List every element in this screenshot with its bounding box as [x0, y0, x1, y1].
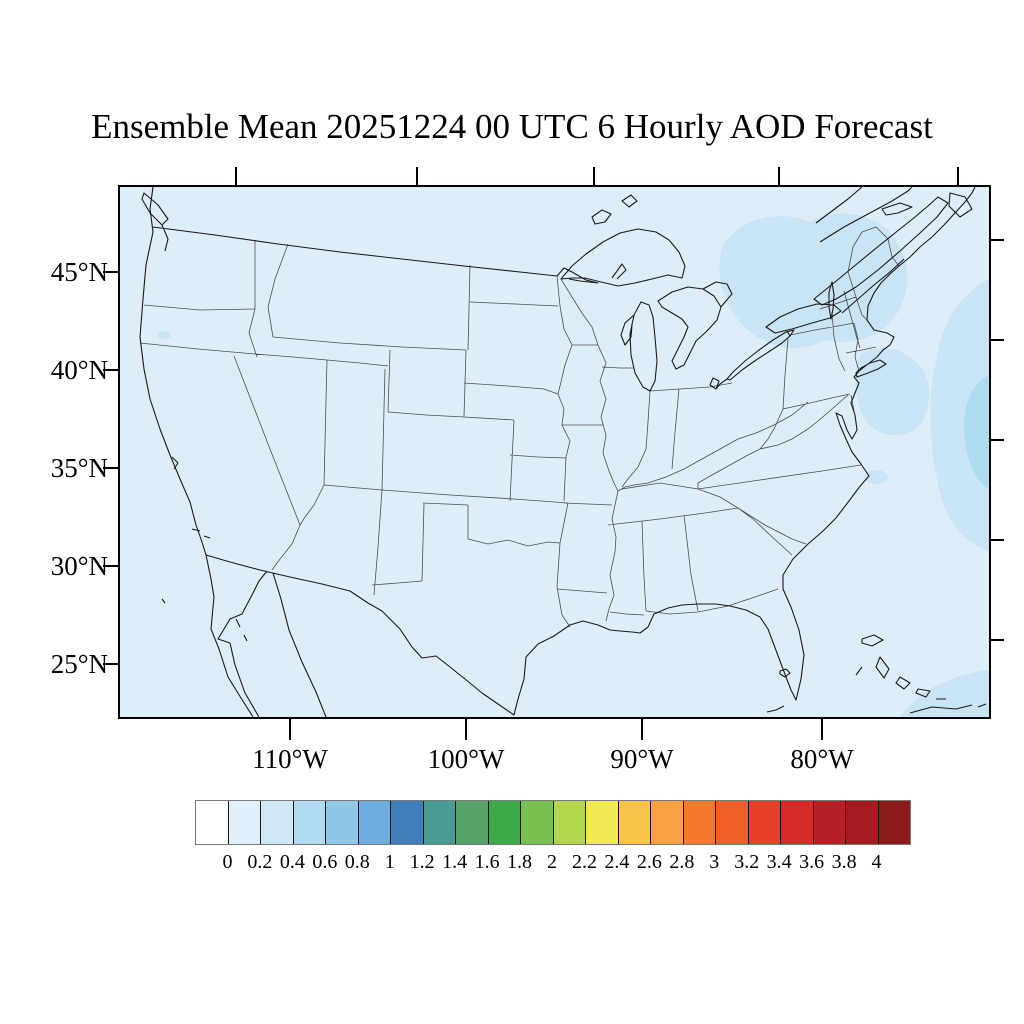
lat-tick: [103, 467, 118, 469]
us-map-svg: [120, 187, 989, 717]
lon-tick-top: [593, 167, 595, 185]
colorbar-tick-label: 2.8: [669, 851, 695, 873]
lat-tick-right: [989, 639, 1004, 641]
colorbar-cell: [422, 801, 455, 844]
lon-label-80w: 80°W: [790, 744, 854, 774]
lat-tick-right: [989, 439, 1004, 441]
colorbar-cell: [520, 801, 553, 844]
colorbar-cell: [747, 801, 780, 844]
lon-tick-top: [235, 167, 237, 185]
lon-tick-top: [778, 167, 780, 185]
lat-label-40n: 40°N: [50, 355, 108, 385]
colorbar-labels: 0 0.2 0.4 0.6 0.8 1 1.2 1.4 1.6 1.8 2 2.2 2.4 2.6 2.8 3…: [195, 849, 909, 879]
lat-tick: [103, 565, 118, 567]
colorbar-tick-label: 1.6: [474, 851, 500, 873]
aod-patch-atlantic: [930, 279, 989, 551]
colorbar-tick-label: 0.4: [279, 851, 305, 873]
colorbar-cell: [877, 801, 910, 844]
colorbar-tick-label: 2: [547, 851, 557, 873]
lon-tick: [289, 717, 291, 740]
colorbar-cell: [780, 801, 813, 844]
lat-label-45n: 45°N: [50, 257, 108, 287]
colorbar-tick-label: 0.6: [312, 851, 338, 873]
colorbar-cell: [357, 801, 390, 844]
islands: [141, 192, 987, 714]
lat-tick-right: [989, 339, 1004, 341]
colorbar-tick-label: 3.2: [734, 851, 760, 873]
lat-label-30n: 30°N: [50, 551, 108, 581]
colorbar-tick-label: 4: [871, 851, 882, 873]
aod-patch-oregon: [157, 331, 171, 339]
lat-tick-right: [989, 239, 1004, 241]
map-panel: [118, 185, 991, 719]
lat-label-35n: 35°N: [50, 453, 108, 483]
colorbar-tick-label: 3: [709, 851, 720, 873]
state-borders: [139, 226, 900, 628]
colorbar-cell: [812, 801, 845, 844]
colorbar: [195, 800, 911, 845]
colorbar-tick-label: 1.4: [442, 851, 468, 873]
aod-patch-atlantic-core: [964, 375, 989, 489]
aod-patch-longisland: [855, 348, 930, 436]
colorbar-cell: [715, 801, 748, 844]
lon-label-100w: 100°W: [427, 744, 505, 774]
lat-label-25n: 25°N: [50, 649, 108, 679]
lat-tick: [103, 663, 118, 665]
great-lakes: [560, 228, 842, 678]
colorbar-tick-label: 2.4: [604, 851, 630, 873]
lat-tick-right: [989, 539, 1004, 541]
lon-label-110w: 110°W: [252, 744, 328, 774]
colorbar-tick-label: 0.8: [344, 851, 370, 873]
colorbar-cell: [487, 801, 520, 844]
aod-patches: [157, 213, 989, 717]
lat-tick: [103, 369, 118, 371]
colorbar-tick-label: 1.8: [507, 851, 533, 873]
colorbar-tick-label: 3.8: [831, 851, 857, 873]
colorbar-cell: [455, 801, 488, 844]
coastlines: [139, 187, 976, 717]
aod-patch-gulfstream: [900, 670, 989, 717]
colorbar-tick-label: 3.4: [766, 851, 792, 873]
colorbar-cell: [845, 801, 878, 844]
colorbar-cell: [227, 801, 260, 844]
aod-patch-offshore-1: [889, 378, 907, 388]
lon-tick-top: [416, 167, 418, 185]
plot-title: Ensemble Mean 20251224 00 UTC 6 Hourly A…: [91, 107, 933, 146]
lon-tick: [641, 717, 643, 740]
aod-patch-offshore-2: [864, 470, 888, 484]
aod-patch-newengland: [719, 213, 908, 348]
colorbar-cell: [390, 801, 423, 844]
colorbar-cell: [552, 801, 585, 844]
colorbar-tick-label: 3.6: [799, 851, 825, 873]
colorbar-cell: [292, 801, 325, 844]
colorbar-tick-label: 2.6: [636, 851, 662, 873]
colorbar-cell: [650, 801, 683, 844]
colorbar-tick-label: 2.2: [571, 851, 597, 873]
colorbar-cell: [325, 801, 358, 844]
lat-tick: [103, 271, 118, 273]
colorbar-tick-label: 0.2: [247, 851, 273, 873]
colorbar-cell: [260, 801, 293, 844]
colorbar-cell: [682, 801, 715, 844]
colorbar-cell: [196, 801, 228, 844]
lon-label-90w: 90°W: [610, 744, 674, 774]
lon-tick-top: [957, 167, 959, 185]
colorbar-tick-label: 0: [222, 851, 233, 873]
lon-tick: [821, 717, 823, 740]
colorbar-tick-label: 1.2: [409, 851, 435, 873]
colorbar-cell: [585, 801, 618, 844]
colorbar-tick-label: 1: [384, 851, 395, 873]
colorbar-cell: [617, 801, 650, 844]
lon-tick: [465, 717, 467, 740]
